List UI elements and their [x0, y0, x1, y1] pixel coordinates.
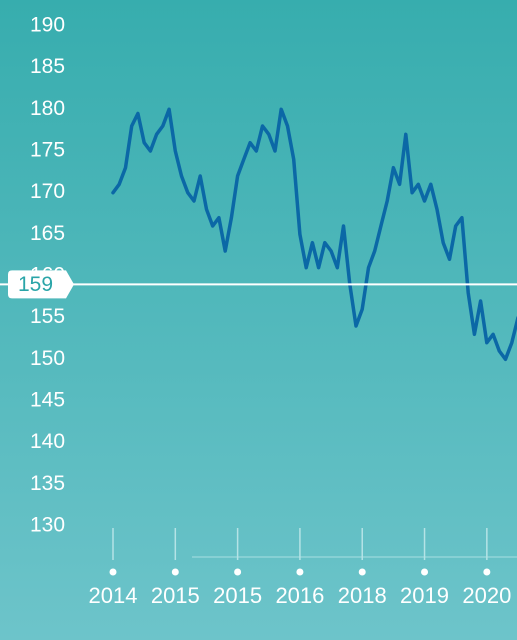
reference-badge: [8, 270, 74, 299]
y-tick-label: 130: [30, 514, 65, 537]
x-tick-label: 2015: [151, 583, 200, 608]
x-tick-dot: [171, 568, 179, 576]
y-tick-label: 180: [30, 97, 65, 120]
x-tick-dot: [296, 568, 304, 576]
x-tick-dot: [421, 568, 429, 576]
x-tick-dot: [234, 568, 242, 576]
y-tick-label: 190: [30, 14, 65, 37]
y-tick-label: 175: [30, 139, 65, 162]
y-tick-label: 135: [30, 472, 65, 495]
y-tick-label: 170: [30, 180, 65, 203]
x-tick-label: 2014: [89, 583, 138, 608]
x-tick-label: 2019: [400, 583, 449, 608]
reference-label: 159: [18, 273, 53, 296]
y-tick-label: 165: [30, 222, 65, 245]
y-tick-label: 155: [30, 305, 65, 328]
x-tick-label: 2018: [338, 583, 387, 608]
data-line: [111, 107, 517, 362]
x-tick-dot: [109, 568, 117, 576]
x-tick-label: 2015: [213, 583, 262, 608]
x-tick-label: 2020: [462, 583, 511, 608]
y-tick-label: 150: [30, 347, 65, 370]
y-tick-label: 185: [30, 55, 65, 78]
y-tick-label: 140: [30, 430, 65, 453]
x-tick-label: 2016: [275, 583, 324, 608]
y-tick-label: 145: [30, 389, 65, 412]
x-tick-dot: [483, 568, 491, 576]
x-tick-dot: [358, 568, 366, 576]
